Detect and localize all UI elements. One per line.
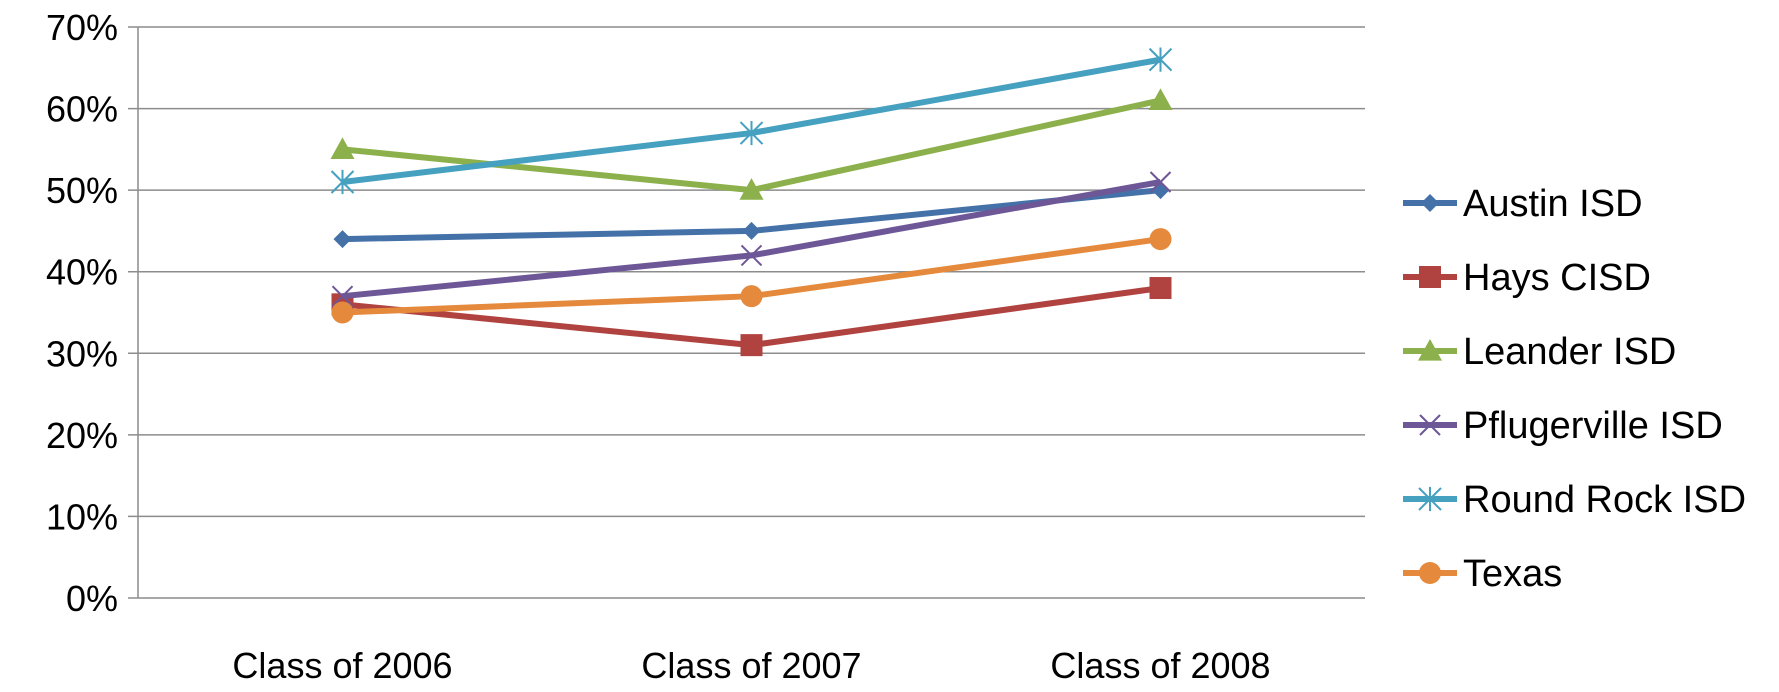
legend-label: Pflugerville ISD: [1463, 405, 1723, 447]
y-tick-label: 60%: [46, 89, 118, 130]
series-texas: [331, 228, 1172, 324]
y-tick-label: 30%: [46, 333, 118, 374]
x-tick-label: Class of 2007: [641, 645, 861, 686]
series-line: [342, 97, 1162, 194]
data-point: [740, 285, 763, 308]
legend-marker: [1421, 194, 1439, 212]
x-tick-label: Class of 2006: [232, 645, 452, 686]
data-point: [1148, 88, 1173, 111]
legend-item: Leander ISD: [1403, 331, 1676, 373]
data-point: [740, 244, 763, 267]
data-point: [330, 169, 355, 195]
data-point: [1148, 47, 1173, 72]
data-point: [740, 334, 763, 357]
gridlines: [128, 26, 1365, 599]
y-axis-tick-labels: 0% 10% 20% 30% 40% 50% 60% 70%: [46, 7, 118, 619]
y-tick-label: 40%: [46, 252, 118, 293]
legend-item: Texas: [1403, 553, 1562, 595]
x-tick-label: Class of 2008: [1050, 645, 1270, 686]
legend-item: Austin ISD: [1403, 183, 1643, 225]
legend-label: Hays CISD: [1463, 257, 1651, 299]
legend-label: Texas: [1463, 553, 1562, 595]
y-tick-label: 70%: [46, 7, 118, 48]
legend-label: Round Rock ISD: [1463, 479, 1746, 521]
data-point: [333, 230, 352, 249]
y-tick-label: 20%: [46, 415, 118, 456]
data-point: [331, 301, 354, 324]
legend-item: Round Rock ISD: [1403, 479, 1746, 521]
legend: Austin ISD Hays CISD Leander ISD Pflugervil…: [1403, 183, 1746, 595]
plot-area: [330, 47, 1173, 357]
legend-marker: [1419, 414, 1441, 436]
y-tick-label: 10%: [46, 496, 118, 537]
y-tick-label: 50%: [46, 170, 118, 211]
legend-item: Pflugerville ISD: [1403, 405, 1723, 447]
legend-label: Austin ISD: [1463, 183, 1643, 225]
data-point: [1149, 277, 1172, 300]
y-tick-label: 0%: [66, 578, 118, 619]
data-point: [739, 178, 764, 200]
series-pflugerville-isd: [331, 171, 1172, 307]
axes: [137, 27, 1365, 599]
legend-label: Leander ISD: [1463, 331, 1676, 373]
legend-marker: [1418, 339, 1442, 361]
series-round-rock-isd: [330, 47, 1173, 195]
data-point: [742, 221, 761, 240]
data-point: [739, 120, 764, 146]
data-point: [330, 137, 355, 159]
data-point: [331, 285, 354, 307]
legend-item: Hays CISD: [1403, 257, 1651, 299]
x-axis-tick-labels: Class of 2006 Class of 2007 Class of 2008: [232, 645, 1270, 686]
legend-marker: [1418, 486, 1442, 512]
data-point: [1149, 228, 1172, 251]
legend-marker: [1419, 266, 1441, 288]
legend-marker: [1419, 562, 1441, 584]
data-point: [1149, 171, 1172, 193]
